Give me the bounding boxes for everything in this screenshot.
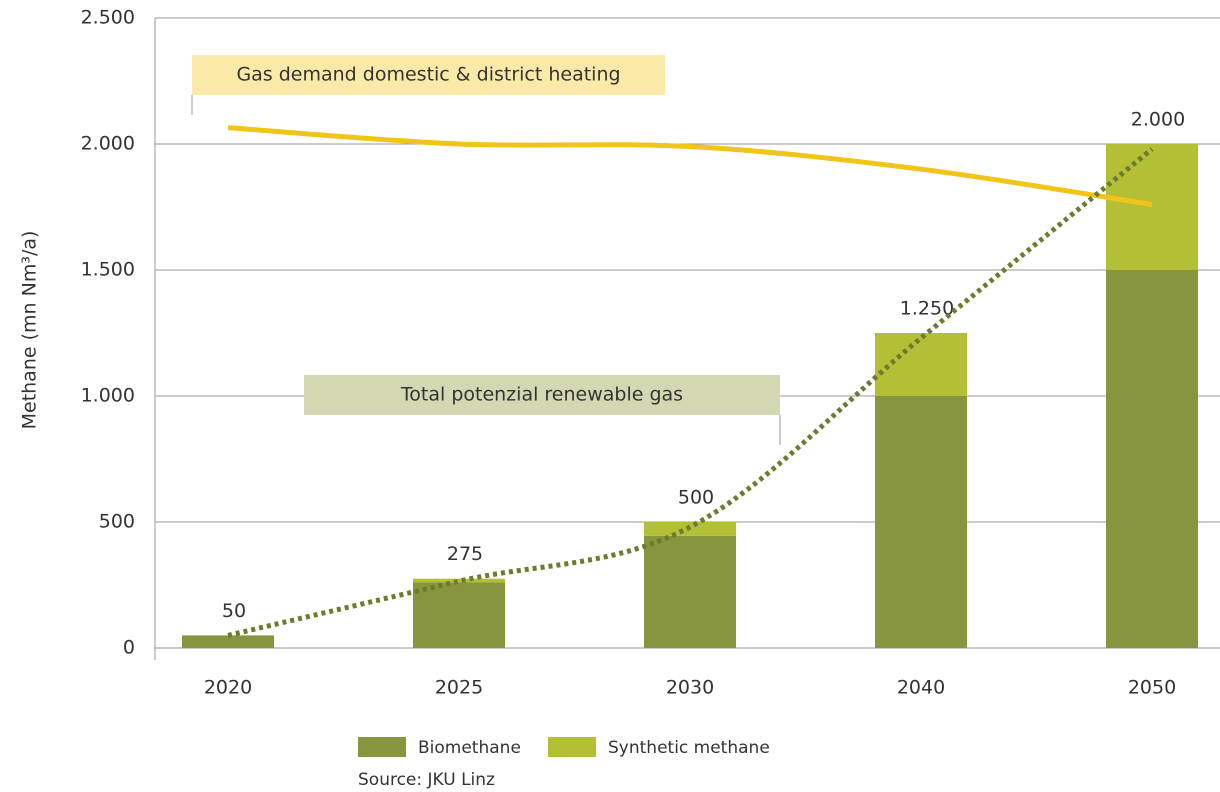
x-tick-label: 2050 <box>1128 677 1176 699</box>
y-tick-label: 1.500 <box>81 259 135 281</box>
total-label: 50 <box>222 600 246 622</box>
bar-segment <box>182 635 274 648</box>
legend-swatch <box>548 737 596 757</box>
total-label: 500 <box>678 487 714 509</box>
y-tick-label: 1.000 <box>81 385 135 407</box>
line-series <box>227 147 1154 638</box>
bar-segment <box>1106 270 1198 648</box>
total-label: 1.250 <box>900 298 954 320</box>
source: Source: JKU Linz <box>358 770 495 790</box>
legend-label: Synthetic methane <box>608 738 770 758</box>
bar-segment <box>413 578 505 583</box>
y-tick-label: 500 <box>99 511 135 533</box>
x-tick-label: 2040 <box>897 677 945 699</box>
bar-segment <box>875 333 967 396</box>
bar-segment <box>413 582 505 648</box>
y-tick-label: 2.500 <box>81 7 135 29</box>
annotation-box <box>192 55 665 95</box>
total-label: 275 <box>447 543 483 565</box>
annotation-box <box>304 375 780 415</box>
y-tick-label: 0 <box>123 637 135 659</box>
y-tick-label: 2.000 <box>81 133 135 155</box>
total-label: 2.000 <box>1131 109 1185 131</box>
bar-segment <box>644 535 736 648</box>
bar-segment <box>1106 144 1198 270</box>
legend-swatch <box>358 737 406 757</box>
annotation-label: Total potenzial renewable gas <box>400 384 683 406</box>
legend-label: Biomethane <box>418 738 521 758</box>
x-tick-label: 2020 <box>204 677 252 699</box>
line-series <box>227 125 1153 207</box>
bar-segment <box>875 396 967 648</box>
annotation-label: Gas demand domestic & district heating <box>236 64 620 86</box>
x-tick-label: 2025 <box>435 677 483 699</box>
x-tick-label: 2030 <box>666 677 714 699</box>
y-axis-title: Methane (mn Nm³/a) <box>19 231 41 430</box>
